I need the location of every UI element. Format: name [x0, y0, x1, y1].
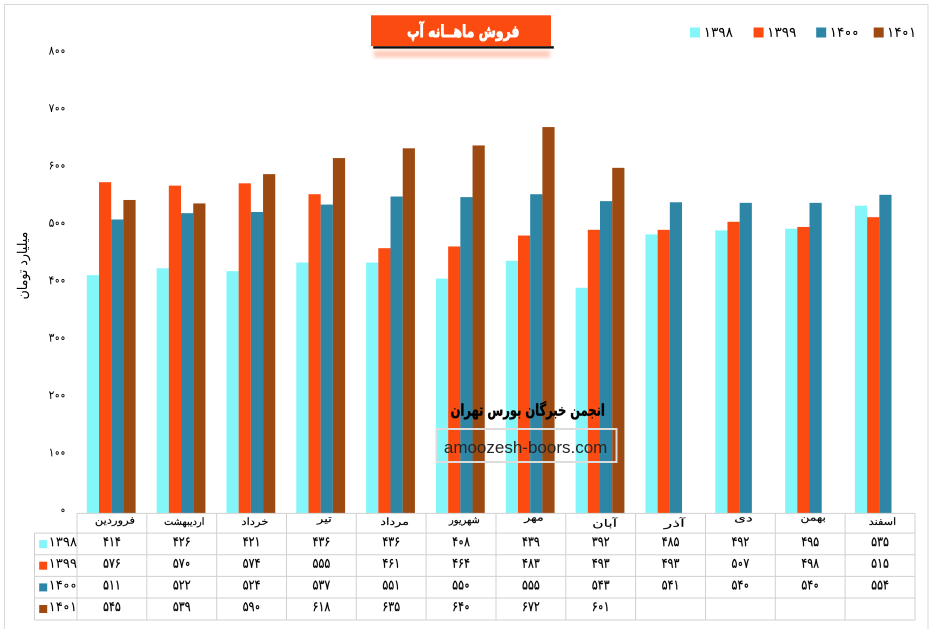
svg-text:amoozesh-boors.com: amoozesh-boors.com: [444, 438, 607, 457]
